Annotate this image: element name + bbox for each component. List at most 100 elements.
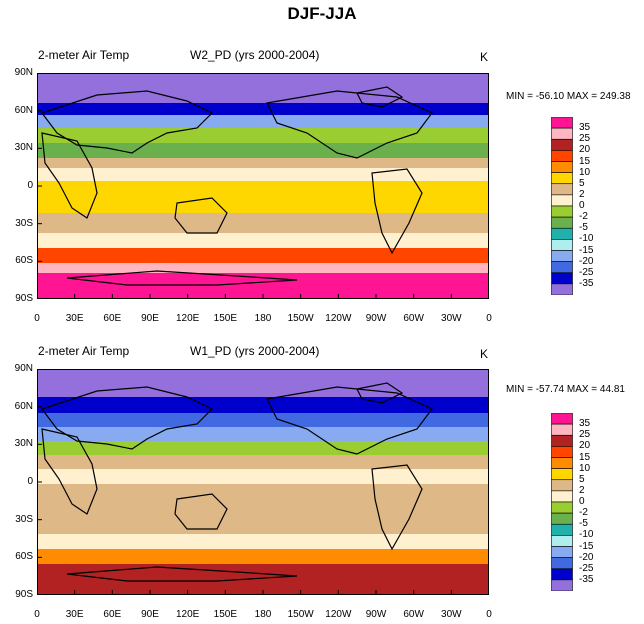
figure-title: DJF-JJA xyxy=(287,4,357,23)
coastline-4 xyxy=(371,464,423,551)
colorbar-label: 15 xyxy=(579,451,591,463)
lon-tick-label: 120E xyxy=(175,313,200,324)
lon-tick-label: 180 xyxy=(254,609,272,620)
colorbar-label: -20 xyxy=(579,255,594,267)
field-band-5 xyxy=(37,455,489,469)
field-band-0 xyxy=(37,73,489,103)
lon-tick-label: 150W xyxy=(287,609,314,620)
coastline-0 xyxy=(41,90,214,154)
coastline-1 xyxy=(41,428,98,515)
lat-tick-label: 90N xyxy=(14,363,33,374)
colorbar-label: -25 xyxy=(579,562,594,574)
colorbar-swatch-15 xyxy=(551,283,573,295)
lon-tick-label: 90E xyxy=(141,313,159,324)
colorbar-label: 20 xyxy=(579,440,591,452)
panel-bottom-colorbar xyxy=(551,413,573,591)
colorbar-swatch-11 xyxy=(551,535,573,547)
field-band-10 xyxy=(37,233,489,248)
coastline-6 xyxy=(66,270,298,286)
panel-bottom-case-label: W1_PD (yrs 2000-2004) xyxy=(190,344,320,358)
colorbar-swatch-0 xyxy=(551,413,573,425)
coastline-6 xyxy=(66,566,298,582)
lon-tick-label: 0 xyxy=(34,313,40,324)
lon-tick-label: 0 xyxy=(486,313,492,324)
lon-tick-label: 30W xyxy=(441,313,462,324)
panel-bottom-minmax: MIN = -57.74 MAX = 44.81 xyxy=(506,384,625,395)
colorbar-label: 35 xyxy=(579,418,591,430)
colorbar-swatch-14 xyxy=(551,272,573,285)
field-band-5 xyxy=(37,158,489,168)
lat-tick-label: 30S xyxy=(15,217,33,229)
field-band-2 xyxy=(37,115,489,128)
coastline-0 xyxy=(41,386,214,450)
colorbar-swatch-3 xyxy=(551,150,573,162)
colorbar-swatch-10 xyxy=(551,523,573,536)
colorbar-label: -2 xyxy=(579,211,588,223)
panel-bottom-units-label: K xyxy=(480,347,489,361)
colorbar-swatch-12 xyxy=(551,250,573,262)
colorbar-swatch-7 xyxy=(551,194,573,207)
colorbar-swatch-8 xyxy=(551,501,573,514)
colorbar-label: -10 xyxy=(579,233,594,245)
colorbar-swatch-6 xyxy=(551,479,573,492)
field-band-3 xyxy=(37,128,489,143)
colorbar-label: -25 xyxy=(579,266,594,278)
colorbar-label: 0 xyxy=(579,496,585,507)
colorbar-swatch-13 xyxy=(551,261,573,274)
field-band-2 xyxy=(37,413,489,427)
lat-tick-label: 30N xyxy=(14,438,33,450)
field-band-9 xyxy=(37,534,489,549)
coastline-2 xyxy=(174,197,228,234)
colorbar-swatch-1 xyxy=(551,423,573,436)
field-band-3 xyxy=(37,427,489,441)
colorbar-label: -20 xyxy=(579,551,594,563)
field-band-12 xyxy=(37,263,489,273)
lat-tick-label: 0 xyxy=(27,180,33,191)
colorbar-label: -35 xyxy=(579,277,594,289)
lon-tick-label: 60W xyxy=(403,609,424,620)
lon-tick-label: 150E xyxy=(213,609,237,620)
lon-tick-label: 150E xyxy=(213,313,237,324)
colorbar-label: 25 xyxy=(579,429,591,441)
lon-tick-label: 60E xyxy=(103,313,122,324)
colorbar-swatch-3 xyxy=(551,446,573,458)
lat-tick-label: 90S xyxy=(15,293,33,304)
coastline-3 xyxy=(266,386,433,455)
coastline-5 xyxy=(356,382,404,404)
field-band-8 xyxy=(37,509,489,534)
colorbar-swatch-5 xyxy=(551,172,573,185)
lat-tick-label: 30N xyxy=(14,142,33,154)
colorbar-label: -5 xyxy=(579,518,588,530)
colorbar-swatch-12 xyxy=(551,546,573,558)
panel-top-map xyxy=(37,73,489,299)
colorbar-label: 35 xyxy=(579,122,591,134)
colorbar-label: 2 xyxy=(579,484,585,496)
lon-tick-label: 90W xyxy=(365,609,387,620)
colorbar-swatch-5 xyxy=(551,468,573,481)
panel-top-case-label: W2_PD (yrs 2000-2004) xyxy=(190,48,320,62)
coastline-2 xyxy=(174,493,228,530)
field-band-7 xyxy=(37,484,489,509)
lat-tick-label: 60S xyxy=(15,551,33,563)
colorbar-label: 15 xyxy=(579,155,591,167)
colorbar-swatch-7 xyxy=(551,490,573,503)
field-band-4 xyxy=(37,143,489,158)
colorbar-swatch-6 xyxy=(551,183,573,196)
panel-top-minmax: MIN = -56.10 MAX = 249.38 xyxy=(506,91,631,102)
lon-tick-label: 150W xyxy=(287,313,314,324)
colorbar-swatch-10 xyxy=(551,227,573,240)
lon-tick-label: 180 xyxy=(254,313,272,324)
lat-tick-label: 30S xyxy=(15,513,33,525)
colorbar-swatch-0 xyxy=(551,117,573,129)
field-band-0 xyxy=(37,369,489,397)
colorbar-swatch-14 xyxy=(551,568,573,581)
field-band-8 xyxy=(37,195,489,213)
field-band-1 xyxy=(37,103,489,115)
colorbar-label: 20 xyxy=(579,144,591,156)
colorbar-swatch-4 xyxy=(551,161,573,173)
colorbar-swatch-8 xyxy=(551,205,573,218)
colorbar-label: 0 xyxy=(579,200,585,211)
coastline-5 xyxy=(356,86,404,108)
lon-tick-label: 60E xyxy=(103,609,122,620)
lat-tick-label: 90S xyxy=(15,589,33,600)
